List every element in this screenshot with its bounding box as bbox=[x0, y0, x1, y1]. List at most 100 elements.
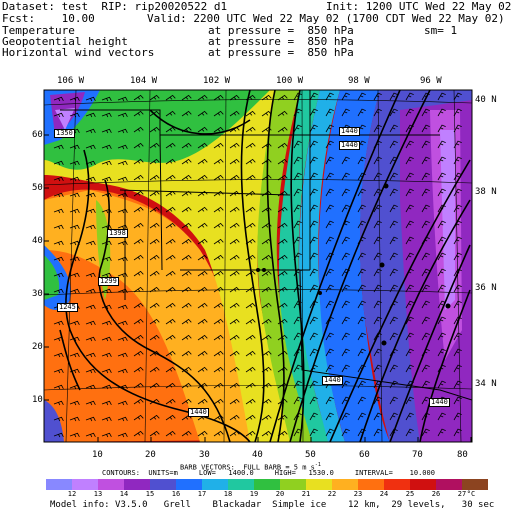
wind-barb bbox=[357, 188, 366, 197]
wind-barb bbox=[437, 236, 446, 245]
wind-barb bbox=[165, 174, 176, 181]
wind-barb bbox=[453, 188, 462, 197]
wind-barb bbox=[213, 430, 224, 437]
wind-barb bbox=[229, 286, 240, 293]
wind-barb bbox=[213, 366, 224, 373]
wind-barb bbox=[261, 174, 272, 181]
wind-barb bbox=[309, 316, 318, 325]
wind-barb bbox=[165, 366, 176, 373]
wind-barb bbox=[421, 172, 430, 181]
wind-barb bbox=[149, 286, 160, 293]
wind-barb bbox=[181, 158, 192, 165]
wind-barb bbox=[357, 380, 366, 389]
wind-barb bbox=[389, 396, 398, 405]
wind-barb bbox=[197, 398, 208, 405]
wind-barb bbox=[421, 124, 430, 133]
wind-barb bbox=[341, 220, 350, 229]
wind-barb bbox=[133, 158, 144, 165]
wind-barb bbox=[341, 92, 350, 101]
wind-barb bbox=[117, 192, 128, 198]
wind-barb bbox=[53, 112, 64, 118]
wind-barb bbox=[405, 220, 414, 229]
lon-label: 104 W bbox=[130, 76, 158, 86]
wind-barb bbox=[133, 190, 144, 197]
wind-barb bbox=[197, 430, 208, 437]
wind-barb bbox=[341, 108, 350, 117]
wind-barb bbox=[165, 318, 176, 325]
wind-barb bbox=[197, 350, 208, 357]
wind-barb bbox=[373, 332, 382, 341]
wind-barb bbox=[357, 284, 366, 293]
wind-barb bbox=[181, 174, 192, 181]
wind-barb bbox=[85, 352, 96, 358]
wind-barb bbox=[133, 94, 144, 101]
wind-barb bbox=[453, 172, 462, 181]
wind-barb bbox=[53, 272, 64, 278]
wind-barb bbox=[261, 94, 272, 101]
lat-label: 34 N bbox=[475, 379, 497, 389]
wind-barb bbox=[373, 268, 382, 277]
wind-barb bbox=[69, 368, 80, 374]
wind-barb bbox=[453, 124, 462, 133]
wind-barb bbox=[405, 108, 414, 117]
colorbar-swatch bbox=[46, 479, 72, 490]
init-time: Init: 1200 UTC Wed 22 May 02 bbox=[326, 0, 512, 13]
field-pressure-height: at pressure = 850 hPa bbox=[208, 35, 354, 48]
wind-barb bbox=[341, 412, 350, 421]
wind-barb bbox=[149, 254, 160, 261]
wind-barb bbox=[149, 382, 160, 389]
wind-barb bbox=[229, 398, 240, 405]
wind-barb bbox=[229, 414, 240, 421]
wind-barb bbox=[165, 94, 176, 101]
wind-barb bbox=[69, 144, 80, 150]
wind-barb bbox=[85, 288, 96, 294]
wind-barb bbox=[309, 428, 318, 437]
wind-barb bbox=[373, 300, 382, 309]
wind-barb bbox=[421, 140, 430, 149]
wind-barb bbox=[357, 316, 366, 325]
wind-barb bbox=[277, 430, 288, 437]
wind-barb bbox=[293, 220, 302, 229]
colorbar-label: 22 bbox=[327, 490, 337, 498]
wind-barb bbox=[181, 430, 192, 437]
wind-barb bbox=[453, 316, 462, 325]
wind-barb bbox=[341, 348, 350, 357]
wind-barb bbox=[277, 174, 288, 181]
wind-barb bbox=[69, 272, 80, 278]
lon-label: 102 W bbox=[203, 76, 231, 86]
temperature-fill bbox=[44, 90, 472, 442]
wind-barb bbox=[165, 158, 176, 165]
wind-barb bbox=[341, 332, 350, 341]
wind-barb bbox=[309, 268, 318, 277]
wind-barb bbox=[229, 158, 240, 165]
lat-lon-grid bbox=[44, 90, 472, 442]
wind-barb bbox=[101, 304, 112, 310]
wind-barb bbox=[357, 412, 366, 421]
wind-barb bbox=[133, 366, 144, 373]
y-tick-label: 30 bbox=[32, 289, 43, 299]
wind-barb bbox=[405, 316, 414, 325]
wind-barb bbox=[197, 126, 208, 133]
wind-barb bbox=[133, 222, 144, 229]
wind-barb bbox=[165, 254, 176, 261]
wind-barb bbox=[229, 142, 240, 149]
height-label: 1440 bbox=[339, 141, 360, 150]
wind-barb bbox=[245, 110, 256, 117]
wind-barb bbox=[405, 380, 414, 389]
wind-barb bbox=[437, 428, 446, 437]
wind-barb bbox=[325, 140, 334, 149]
wind-barb bbox=[101, 192, 112, 198]
wind-barb bbox=[245, 414, 256, 421]
wind-barb bbox=[117, 144, 128, 150]
wind-barb bbox=[197, 158, 208, 165]
wind-barb bbox=[309, 236, 318, 245]
wind-barb bbox=[213, 110, 224, 117]
wind-barb bbox=[437, 140, 446, 149]
wind-barb bbox=[149, 222, 160, 229]
colorbar-swatch bbox=[358, 479, 384, 490]
field-name-wind: Horizontal wind vectors bbox=[2, 46, 155, 59]
wind-barb bbox=[69, 288, 80, 294]
wind-barb bbox=[309, 364, 318, 373]
wind-barb bbox=[421, 412, 430, 421]
wind-barb bbox=[133, 382, 144, 389]
